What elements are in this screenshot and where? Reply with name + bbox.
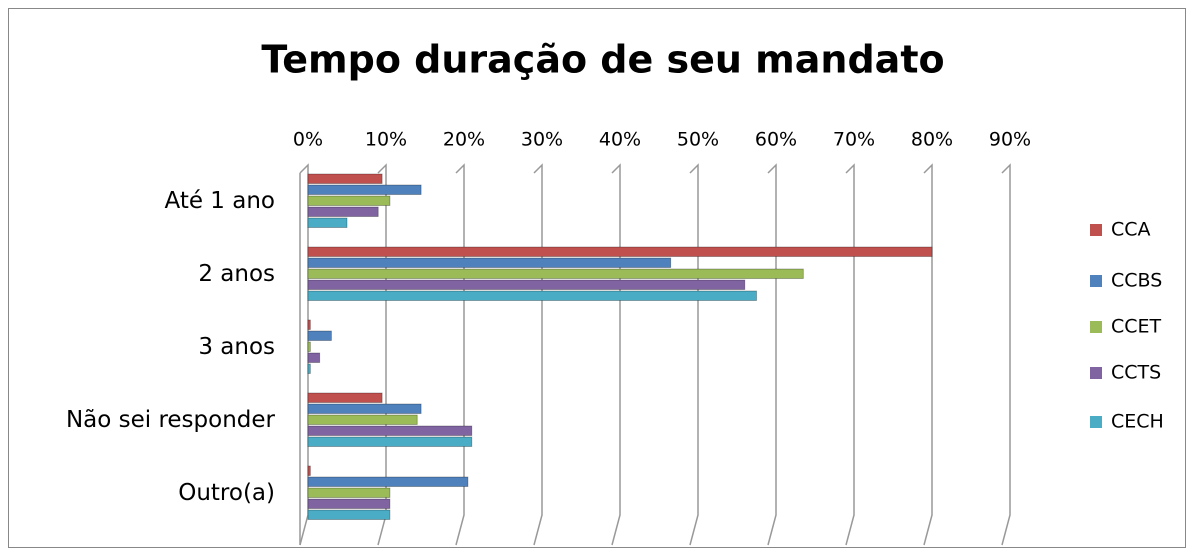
y-tick-label: Outro(a) — [178, 480, 275, 506]
bar — [307, 279, 746, 290]
x-tick-label: 80% — [911, 129, 953, 151]
x-tick-label: 10% — [365, 129, 407, 151]
bar — [307, 509, 391, 520]
legend-swatch — [1090, 275, 1102, 287]
bar — [307, 425, 473, 436]
y-tick-label: 3 anos — [198, 334, 275, 360]
bar — [307, 487, 391, 498]
chart-title: Tempo duração de seu mandato — [261, 38, 944, 82]
x-tick-label: 30% — [521, 129, 563, 151]
legend-swatch — [1090, 321, 1102, 333]
grid-line — [1001, 163, 1011, 546]
y-tick-label: 2 anos — [198, 261, 275, 287]
grid-line — [845, 163, 855, 546]
grid-line — [689, 163, 699, 546]
legend-swatch — [1090, 416, 1102, 428]
legend-swatch — [1090, 224, 1102, 236]
x-tick-label: 70% — [833, 129, 875, 151]
x-tick-label: 60% — [755, 129, 797, 151]
bar — [307, 268, 804, 279]
x-tick-label: 40% — [599, 129, 641, 151]
bar — [307, 330, 332, 341]
legend-label: CCBS — [1111, 270, 1162, 292]
grid-line — [611, 163, 621, 546]
bar — [307, 465, 311, 476]
grid-line — [455, 163, 465, 546]
grid-line — [377, 163, 387, 546]
bar — [307, 217, 348, 228]
y-tick-label: Não sei responder — [66, 407, 276, 433]
x-tick-label: 20% — [443, 129, 485, 151]
bar — [307, 476, 469, 487]
legend-label: CECH — [1111, 411, 1164, 433]
bar — [307, 392, 383, 403]
bar — [307, 206, 379, 217]
grid-line — [923, 163, 933, 546]
bar — [307, 319, 311, 330]
x-tick-label: 50% — [677, 129, 719, 151]
legend-label: CCET — [1111, 316, 1162, 338]
bar — [307, 246, 933, 257]
bar — [307, 173, 383, 184]
bar — [307, 257, 672, 268]
bar — [307, 363, 311, 374]
bar — [307, 195, 391, 206]
bar — [307, 184, 422, 195]
bar — [307, 498, 391, 509]
grid-line — [767, 163, 777, 546]
legend-label: CCA — [1111, 219, 1151, 241]
legend-swatch — [1090, 367, 1102, 379]
bar — [307, 436, 473, 447]
y-tick-label: Até 1 ano — [165, 188, 276, 214]
bar — [307, 290, 757, 301]
bar — [307, 352, 321, 363]
bar — [307, 403, 422, 414]
legend-label: CCTS — [1111, 362, 1161, 384]
x-tick-label: 0% — [293, 129, 323, 151]
bar — [307, 341, 311, 352]
bar — [307, 414, 418, 425]
x-tick-label: 90% — [989, 129, 1031, 151]
grid-line — [533, 163, 543, 546]
